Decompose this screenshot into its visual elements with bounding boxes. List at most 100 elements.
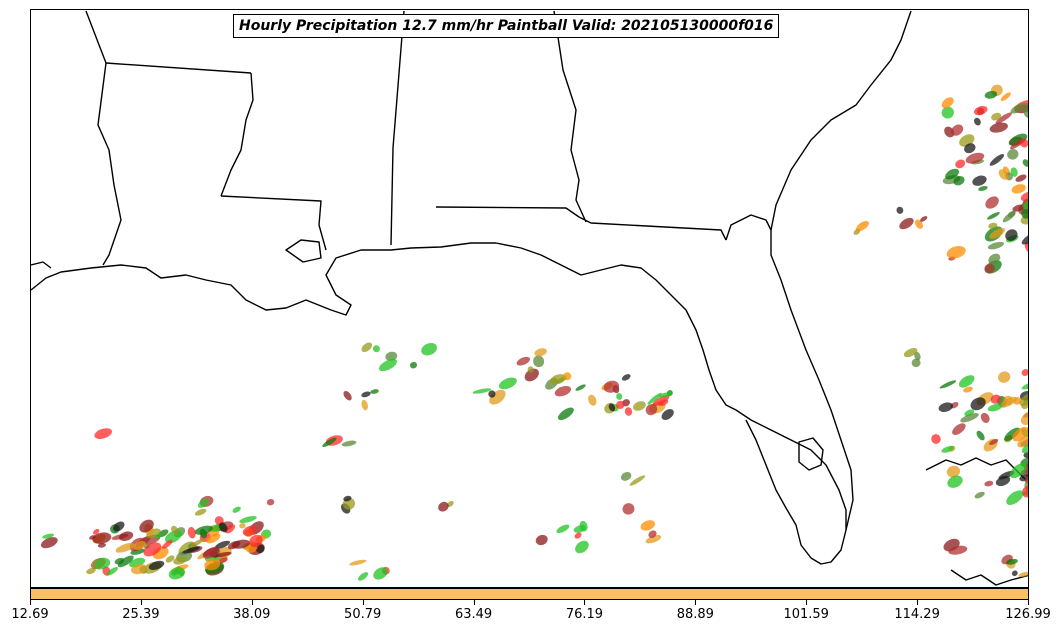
precip-paintball (114, 557, 125, 565)
precip-paintball (358, 572, 369, 581)
colorbar-tick-label: 50.79 (344, 607, 382, 622)
precip-paintball (658, 392, 673, 398)
precip-paintball (896, 206, 904, 214)
precip-paintball (239, 522, 246, 529)
precip-paintball (972, 175, 987, 186)
precip-paintball (219, 522, 228, 533)
precip-paintball (914, 219, 924, 229)
precip-paintball (341, 440, 357, 447)
precip-paintball (92, 528, 100, 535)
precip-paintball (1021, 382, 1028, 390)
precip-paintball (575, 540, 589, 554)
precip-paintball (266, 498, 275, 506)
precip-paintball (963, 386, 973, 393)
precip-paintball (575, 384, 586, 391)
precip-paintball (964, 143, 976, 154)
colorbar-tick (251, 600, 253, 605)
atlantic-coastline (770, 10, 912, 531)
precip-paintball (535, 534, 548, 546)
precip-paintball (409, 361, 418, 369)
precip-paintball (622, 503, 635, 515)
precip-paintball (370, 389, 379, 394)
precip-paintball (633, 401, 646, 411)
precip-paintball (143, 542, 162, 557)
precip-paintball (343, 495, 352, 502)
gulf-coastline (31, 242, 847, 565)
colorbar-tick (140, 600, 142, 605)
precip-paintball (941, 445, 955, 453)
precip-paintball (168, 567, 186, 580)
precip-paintball (97, 542, 106, 548)
precip-paintball (556, 524, 570, 534)
map-canvas (31, 10, 1028, 586)
state-border-alabama-georgia (553, 10, 587, 223)
precip-paintball (574, 532, 582, 539)
precip-paintball (980, 412, 990, 423)
precip-paintball (899, 217, 914, 230)
precip-paintball (914, 351, 921, 361)
precip-paintball (970, 397, 986, 411)
precip-paintball (955, 159, 966, 169)
precip-paintball (978, 186, 988, 191)
precip-paintball (1019, 392, 1028, 406)
precip-paintball (945, 168, 960, 180)
precip-paintball (987, 241, 1005, 250)
precip-paintball (920, 216, 928, 222)
precip-paintball (998, 169, 1009, 180)
precip-paintball (941, 97, 954, 109)
precip-paintball (953, 176, 965, 186)
precip-paintball (373, 567, 388, 580)
precip-paintball (378, 358, 398, 372)
precip-paintball (173, 556, 187, 565)
precip-paintball (232, 506, 241, 513)
precip-paintball (645, 403, 658, 416)
precip-paintball (989, 438, 999, 446)
precip-paintball (989, 122, 1008, 133)
colorbar-tick (917, 600, 919, 605)
precip-paintball (984, 90, 998, 99)
precip-paintball (148, 560, 165, 571)
precip-paintball (976, 430, 985, 441)
colorbar-tick (806, 600, 808, 605)
precip-paintball (1024, 242, 1028, 253)
precip-paintball (550, 374, 566, 385)
precip-paintball (372, 345, 380, 353)
precip-paintball (533, 355, 545, 368)
precip-paintball (242, 525, 257, 537)
precip-paintball (165, 555, 175, 563)
precip-paintball (534, 348, 547, 357)
colorbar-tick (362, 600, 364, 605)
precip-paintball (989, 227, 1006, 239)
precip-paintball (361, 342, 373, 353)
precip-paintball (1007, 211, 1016, 218)
state-border-mississippi-river (220, 72, 254, 197)
colorbar-tick (695, 600, 697, 605)
precip-paintball (189, 538, 205, 548)
precip-paintball (563, 372, 572, 381)
precip-paintball (652, 395, 670, 406)
precip-paintball (187, 526, 196, 539)
precip-paintball (984, 480, 994, 487)
texas-coast-fragment (31, 261, 52, 269)
precip-paintball (856, 220, 869, 232)
precip-paintball (421, 342, 437, 356)
precip-paintball (194, 508, 207, 516)
precip-paintball (1007, 149, 1019, 160)
state-border-georgia-florida (725, 214, 772, 241)
state-border-alabama-florida (435, 206, 727, 241)
colorbar-tick-label: 88.89 (676, 607, 714, 622)
precip-paintball (527, 366, 534, 373)
precip-paintball (1020, 191, 1028, 202)
precip-paintball (1022, 199, 1028, 210)
precip-paintball (86, 567, 96, 575)
state-border-arkansas-top (85, 10, 107, 64)
precip-paintball (155, 533, 162, 539)
precip-paintball (225, 524, 236, 534)
precip-paintball (958, 375, 975, 388)
precip-paintball (249, 534, 263, 548)
precip-paintball (219, 557, 228, 563)
precip-paintball (171, 525, 179, 535)
precip-paintball (620, 471, 632, 481)
colorbar (30, 588, 1029, 600)
precip-paintball (998, 371, 1011, 383)
